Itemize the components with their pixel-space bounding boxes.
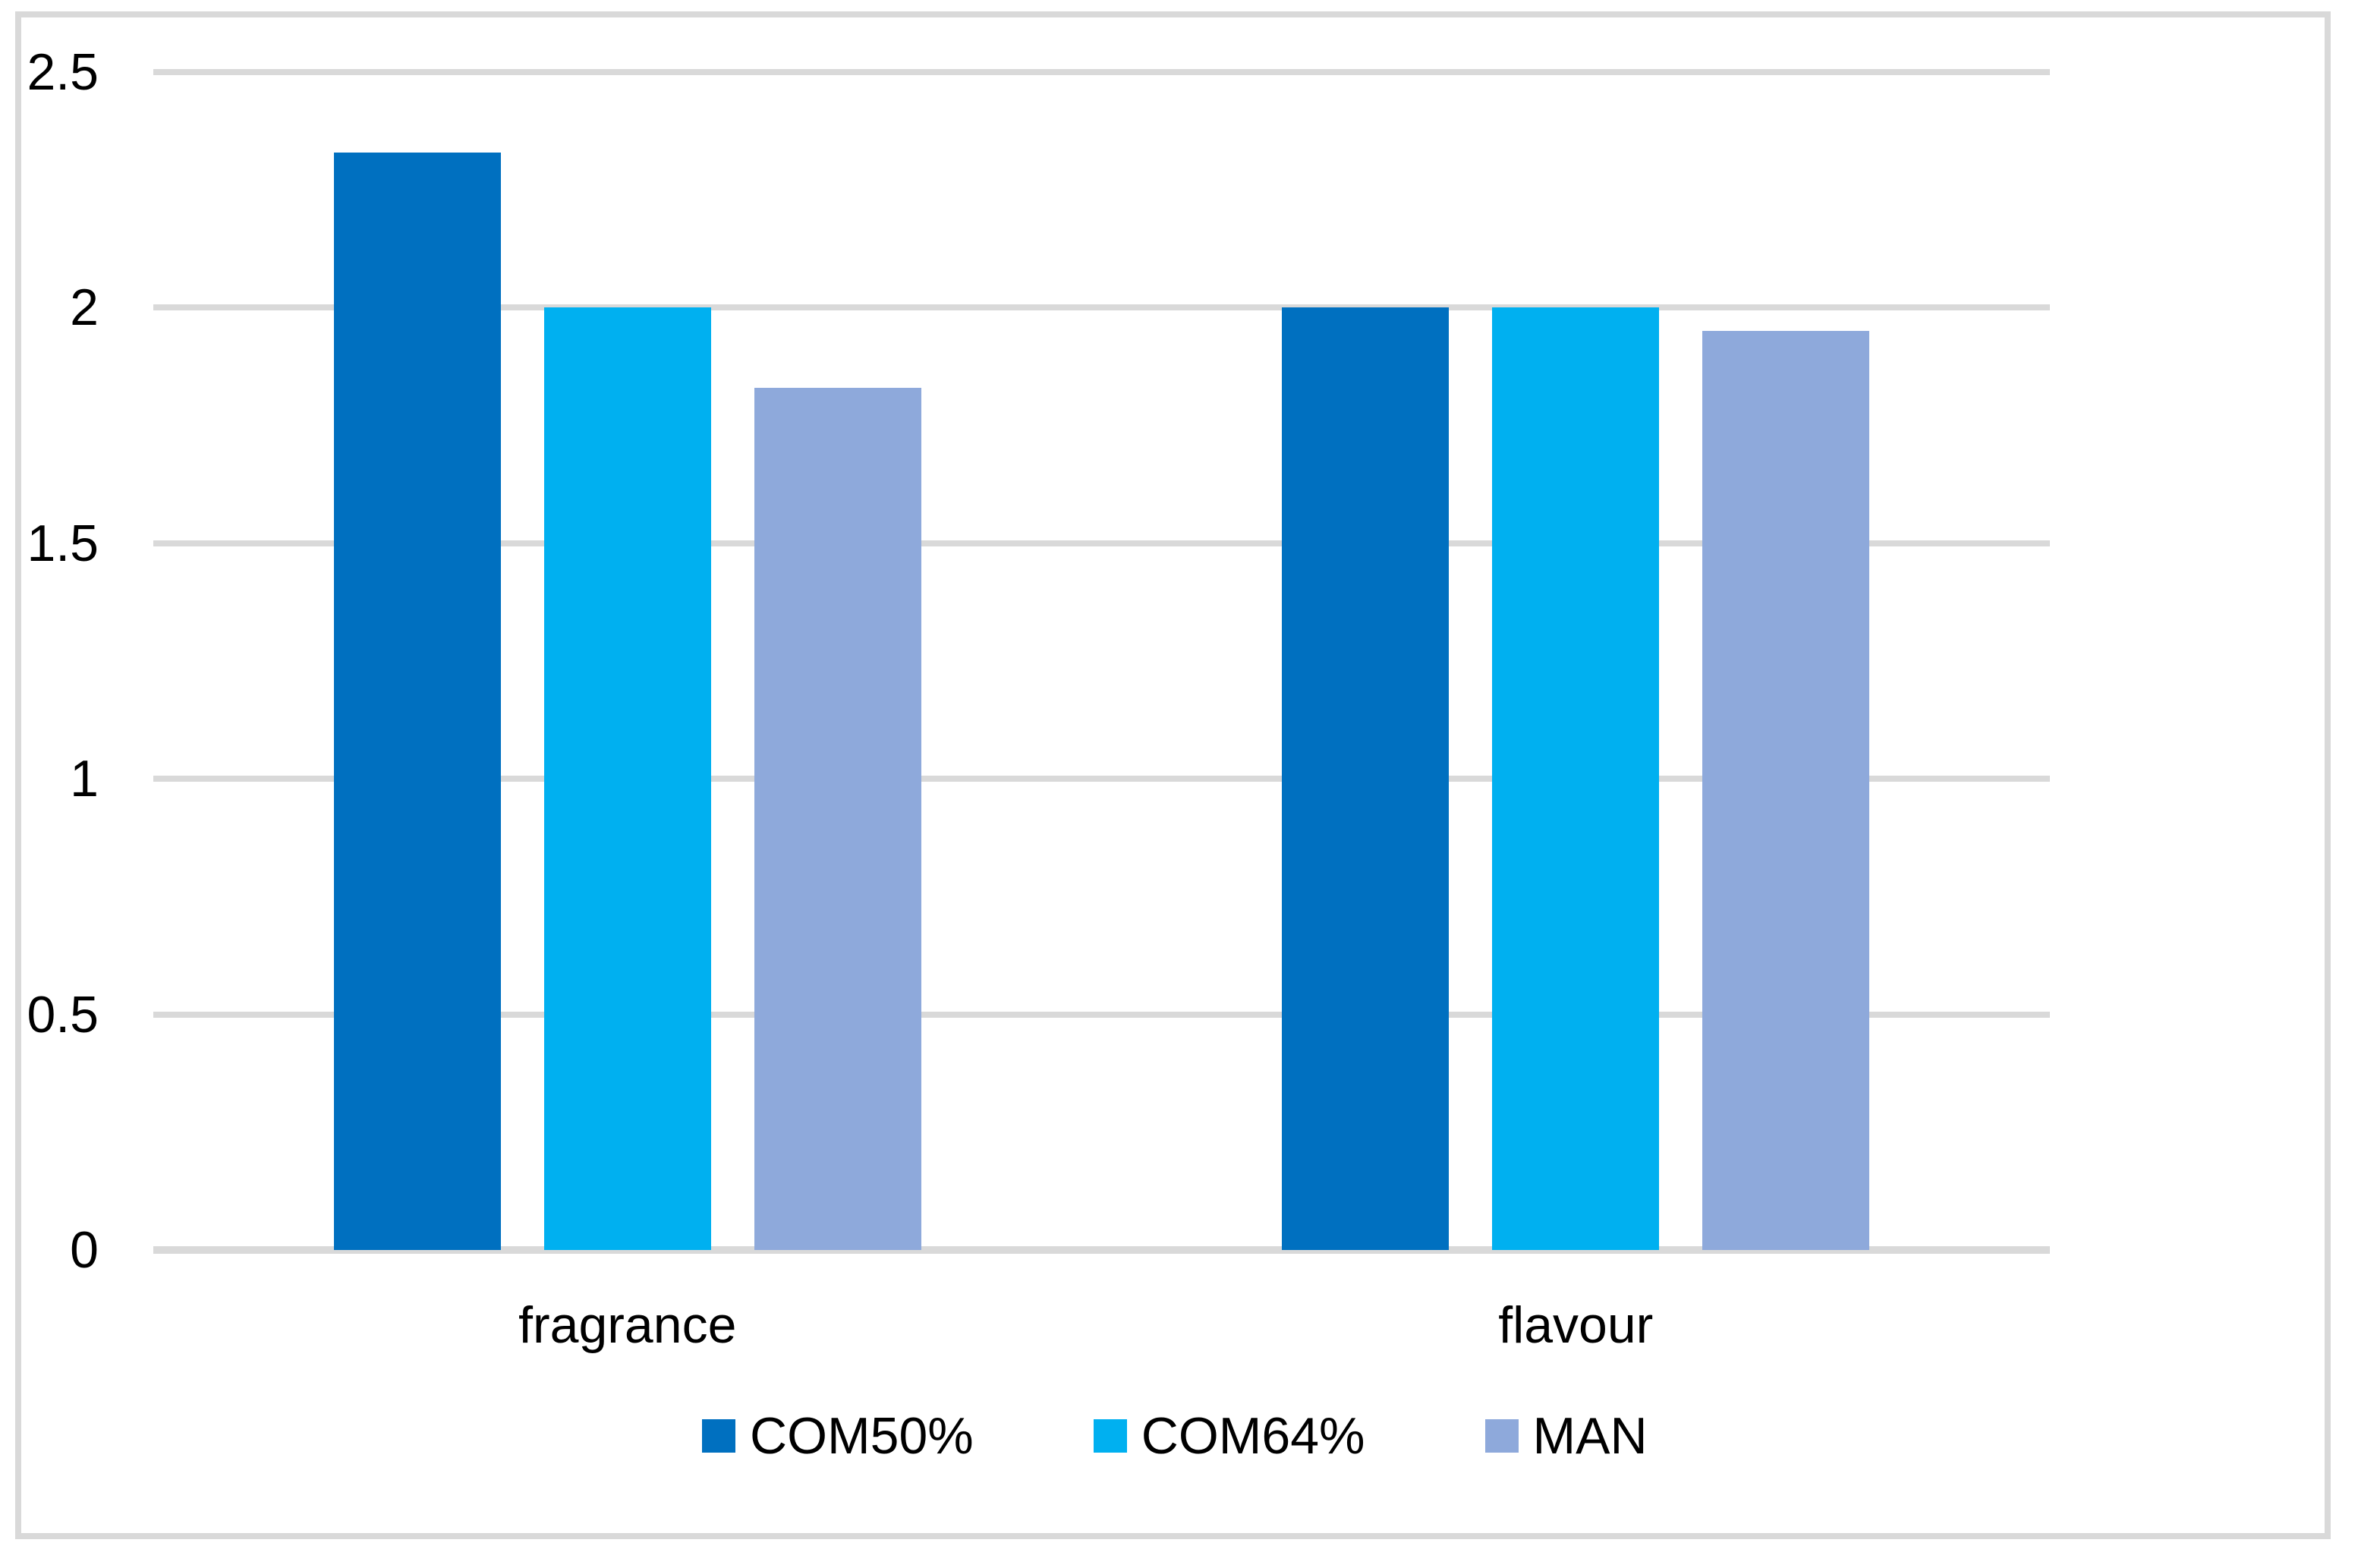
legend-item-com50: COM50% (702, 1410, 974, 1462)
bar-man-flavour (1702, 331, 1870, 1250)
gridline-y-1 (153, 776, 2050, 782)
bar-com64-flavour (1492, 307, 1660, 1250)
category-label-flavour: flavour (1498, 1296, 1654, 1354)
legend-label-com50: COM50% (750, 1407, 974, 1465)
legend-item-com64: COM64% (1093, 1407, 1365, 1465)
x-axis-line (153, 1246, 2050, 1254)
bar-com50-flavour (1282, 307, 1450, 1250)
gridline-y-1-5 (153, 540, 2050, 546)
legend-label-com64: COM64% (1141, 1407, 1365, 1465)
legend-item-man: MAN (1484, 1407, 1648, 1465)
legend-swatch-com50 (702, 1419, 735, 1453)
bar-com50-fragrance (333, 152, 501, 1250)
y-tick-label-2-5: 2.5 (27, 43, 99, 101)
y-tick-label-1-5: 1.5 (27, 514, 99, 572)
category-label-fragrance: fragrance (518, 1296, 737, 1354)
legend-swatch-man (1484, 1419, 1519, 1453)
bar-com64-fragrance (543, 307, 711, 1250)
legend-label-man: MAN (1532, 1407, 1648, 1465)
y-tick-label-0-5: 0.5 (27, 985, 99, 1044)
y-tick-label-0: 0 (70, 1221, 99, 1279)
gridline-y-2 (153, 304, 2050, 311)
y-tick-label-1: 1 (70, 750, 99, 808)
y-tick-label-2: 2 (70, 279, 99, 337)
gridline-y-2-5 (153, 69, 2050, 75)
legend-swatch-com64 (1093, 1419, 1127, 1453)
bar-man-fragrance (754, 387, 921, 1250)
gridline-y-0-5 (153, 1011, 2050, 1018)
legend: COM50% COM64% MAN (702, 1410, 1648, 1462)
